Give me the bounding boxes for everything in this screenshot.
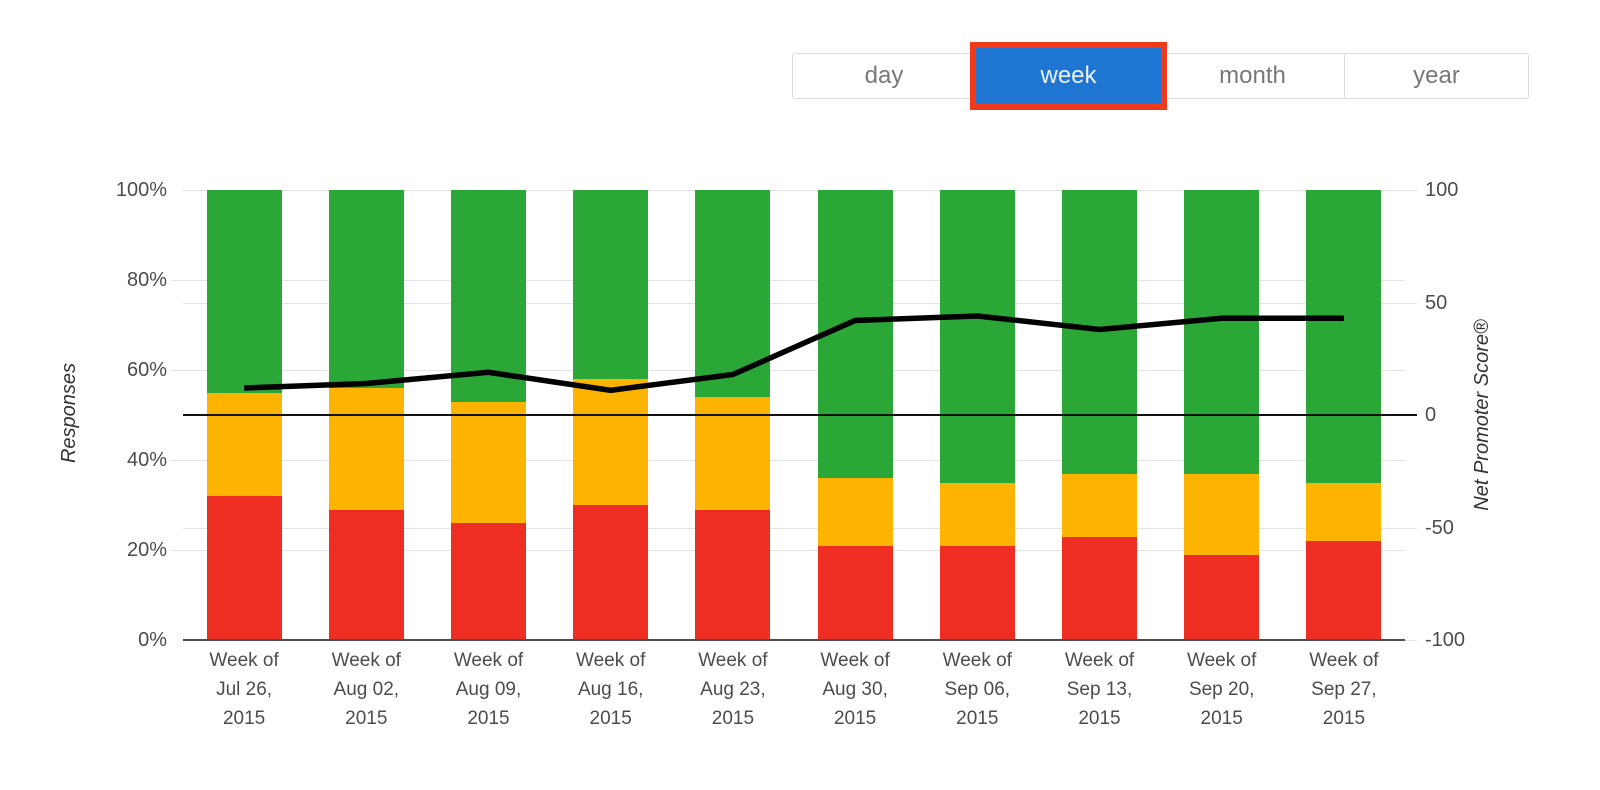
bar-segment-promoters (1306, 190, 1382, 483)
x-axis-label-line: 2015 (589, 708, 632, 729)
bar-segment-detractors (1306, 541, 1382, 640)
x-axis-label-line: Aug 30, (822, 679, 888, 700)
x-axis-label-line: Week of (576, 650, 646, 671)
x-axis-label-line: Sep 20, (1188, 679, 1255, 700)
right-axis-tick-label: -50 (1425, 516, 1454, 539)
bar-segment-passives (1306, 482, 1382, 541)
gridline-right-100 (1405, 190, 1417, 191)
toggle-month-button[interactable]: month (1161, 53, 1345, 99)
x-axis-label: Week of Sep 27, 2015 (1283, 646, 1405, 733)
bar-segment-promoters (573, 190, 649, 379)
gridline-right-50 (183, 302, 1417, 304)
x-axis-label-line: Week of (942, 650, 1012, 671)
x-axis-label-line: Week of (331, 650, 401, 671)
toggle-day-button[interactable]: day (792, 53, 976, 99)
left-axis-tick-label: 40% (126, 449, 167, 471)
x-axis-label-line: Sep 27, (1311, 679, 1377, 700)
gridline-left-20% (171, 550, 1405, 551)
x-axis-label-line: 2015 (1322, 708, 1366, 729)
x-axis-label-line: Week of (1187, 650, 1257, 671)
bar-segment-promoters (817, 190, 893, 478)
right-axis-tick-label: 50 (1425, 291, 1448, 314)
bar-segment-promoters (206, 190, 282, 393)
bar-segment-passives (206, 392, 282, 496)
bar-segment-detractors (1184, 554, 1260, 640)
left-axis-tick-label: 20% (126, 539, 167, 561)
time-range-toggle: day week month year (792, 42, 1529, 110)
left-axis-title: Responses (58, 362, 80, 464)
bar-segment-passives (328, 388, 404, 510)
x-axis-label-line: 2015 (711, 708, 755, 729)
x-axis-label-line: Week of (820, 650, 890, 671)
bar-segment-promoters (695, 190, 771, 397)
x-axis-label-line: 2015 (467, 708, 510, 729)
bar-segment-detractors (206, 496, 282, 640)
bar-segment-passives (451, 401, 526, 523)
x-axis-label-line: Aug 02, (333, 679, 400, 700)
bar-segment-promoters (939, 190, 1015, 483)
bar-segment-detractors (939, 545, 1015, 640)
toggle-year-button[interactable]: year (1345, 53, 1529, 99)
x-axis-label-line: Aug 23, (700, 679, 766, 700)
x-axis-line (183, 639, 1405, 641)
x-axis-label-line: Sep 13, (1066, 679, 1133, 700)
bar-segment-promoters (328, 190, 404, 388)
x-axis-label-line: 2015 (345, 708, 388, 729)
x-axis-label-line: Aug 16, (577, 679, 644, 700)
bar-segment-passives (817, 478, 893, 546)
x-axis-label-line: 2015 (1200, 708, 1243, 729)
gridline-left-80% (171, 280, 1405, 281)
bar-segment-detractors (451, 523, 526, 640)
nps-zero-line (183, 414, 1417, 416)
bar-segment-passives (573, 379, 649, 505)
x-axis-label-line: 2015 (833, 708, 877, 729)
toggle-week-button[interactable]: week (970, 42, 1167, 110)
x-axis-label-line: Week of (209, 650, 279, 671)
x-axis-label: Week of Sep 13, 2015 (1039, 646, 1161, 733)
x-axis-label: Week of Aug 02, 2015 (305, 646, 427, 733)
x-axis-label-line: Week of (1064, 650, 1135, 671)
x-axis-label: Week of Aug 23, 2015 (672, 646, 794, 733)
bar-segment-detractors (328, 509, 404, 640)
left-axis-tick-label: 100% (115, 179, 167, 201)
x-axis-label-line: Aug 09, (455, 679, 522, 700)
right-axis-tick-label: 100 (1425, 179, 1459, 201)
x-axis-label: Week of Aug 16, 2015 (550, 646, 672, 733)
x-axis-label-line: 2015 (1078, 708, 1121, 729)
gridline-right--50 (183, 527, 1417, 529)
bar-segment-passives (1062, 473, 1137, 537)
bar-segment-promoters (1184, 190, 1260, 474)
x-axis-label: Week of Aug 09, 2015 (428, 646, 550, 733)
gridline-left-100% (183, 190, 1405, 191)
x-axis-label-line: Jul 26, (216, 679, 273, 700)
nps-line-path (243, 313, 1344, 394)
right-axis-tick-label: -100 (1425, 629, 1466, 651)
x-axis-label-line: Week of (1309, 650, 1379, 671)
x-axis-label-line: 2015 (222, 708, 266, 729)
gridline-left-40% (171, 460, 1405, 461)
bar-segment-passives (939, 482, 1015, 546)
bar-segment-detractors (573, 505, 649, 640)
bar-segment-passives (1184, 473, 1260, 555)
left-axis-tick-label: 0% (138, 629, 167, 651)
x-axis-label-line: Week of (453, 650, 524, 671)
bar-segment-detractors (1062, 536, 1137, 640)
x-axis-label: Week of Sep 20, 2015 (1161, 646, 1283, 733)
bar-segment-detractors (695, 509, 771, 640)
x-axis-label-line: Sep 06, (944, 679, 1011, 700)
bar-segment-detractors (817, 545, 893, 640)
right-axis-tick-label: 0 (1425, 404, 1437, 426)
x-axis-label: Week of Aug 30, 2015 (794, 646, 916, 733)
x-axis-label: Week of Sep 06, 2015 (916, 646, 1038, 733)
x-axis-label: Week of Jul 26, 2015 (183, 646, 305, 733)
x-axis-label-line: 2015 (956, 708, 999, 729)
left-axis-tick-label: 60% (126, 359, 167, 381)
left-axis-tick-label: 80% (126, 269, 167, 291)
gridline-right--100 (1405, 640, 1417, 641)
x-axis-label-line: Week of (698, 650, 768, 671)
bar-segment-promoters (1062, 190, 1137, 474)
bar-segment-promoters (451, 190, 526, 402)
